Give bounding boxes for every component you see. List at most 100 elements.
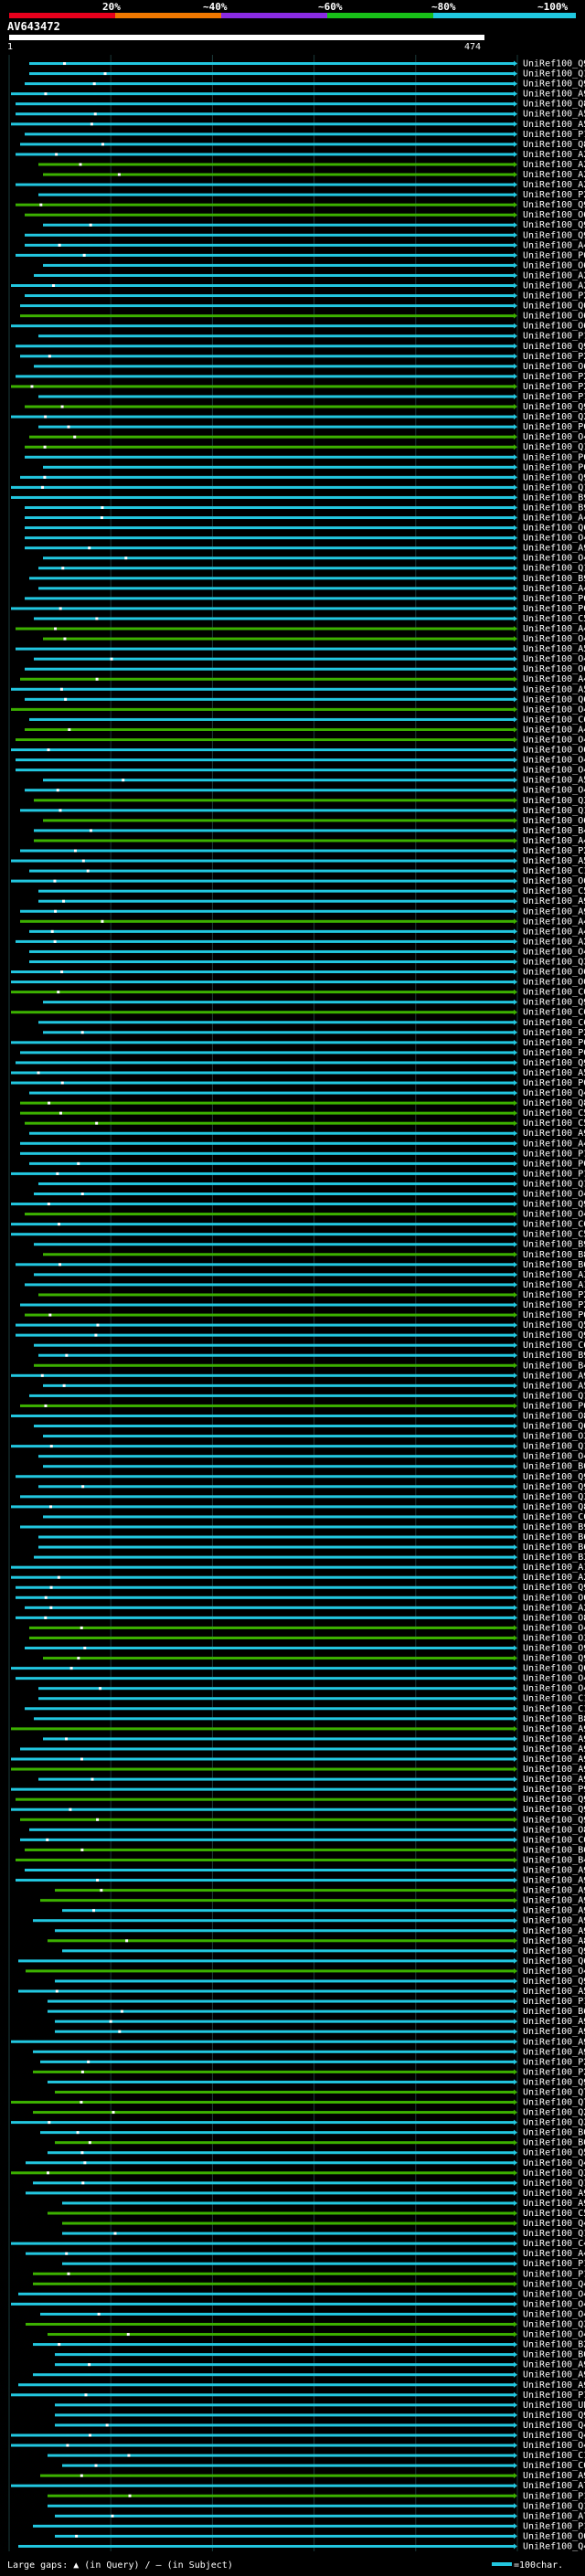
alignment-row[interactable]: UniRef100_O40934 — [38, 1684, 585, 1694]
row-label[interactable]: UniRef100_Q4VVC2 — [523, 2219, 585, 2229]
row-label[interactable]: UniRef100_O84TM7 — [523, 1825, 585, 1835]
alignment-row[interactable]: UniRef100_A9NMU8 — [55, 1926, 585, 1936]
alignment-row[interactable]: UniRef100_A9N6Q9 — [18, 2380, 585, 2390]
row-label[interactable]: UniRef100_A5JCU4 — [523, 1381, 585, 1391]
alignment-row[interactable]: UniRef100_Q10HD0 — [29, 1391, 585, 1401]
alignment-row[interactable]: UniRef100_Q461R4 — [26, 2158, 585, 2168]
row-label[interactable]: UniRef100_A2SY44 — [523, 281, 585, 292]
alignment-row[interactable]: UniRef100_P27490 — [20, 1300, 585, 1310]
alignment-row[interactable]: UniRef100_A9PFW7 — [20, 1744, 585, 1754]
alignment-row[interactable]: UniRef100_Q9XWP4 — [55, 1977, 585, 1987]
alignment-row[interactable]: UniRef100_Q4VV82 — [55, 2421, 585, 2431]
row-label[interactable]: UniRef100_A7Q0V3 — [523, 2481, 585, 2491]
row-label[interactable]: UniRef100_A2SY45 — [523, 270, 585, 281]
alignment-row[interactable]: UniRef100_A9FT69 — [55, 2360, 585, 2370]
alignment-row[interactable]: UniRef100_O40395 — [18, 2289, 585, 2299]
row-label[interactable]: UniRef100_Q7E5P6 — [523, 2087, 585, 2097]
alignment-row[interactable]: UniRef100_O41421 — [43, 554, 585, 564]
row-label[interactable]: UniRef100_Q1EP45 — [523, 806, 585, 816]
alignment-row[interactable]: UniRef100_B9S155 — [25, 503, 585, 513]
row-label[interactable]: UniRef100_A4GPL1 — [523, 240, 585, 250]
row-label[interactable]: UniRef100_Q461R4 — [523, 2158, 585, 2168]
alignment-row[interactable]: UniRef100_Q5PYQ1 — [48, 2148, 585, 2158]
alignment-row[interactable]: UniRef100_A5C4U9 — [43, 776, 585, 786]
row-label[interactable]: UniRef100_B9SF47 — [523, 493, 585, 503]
alignment-row[interactable]: UniRef100_P27497 — [43, 1028, 585, 1038]
alignment-row[interactable]: UniRef100_Q4VV59 — [33, 2279, 585, 2289]
alignment-row[interactable]: UniRef100_C6TCL1 — [38, 1018, 585, 1028]
alignment-row[interactable]: UniRef100_Q677M3 — [25, 694, 585, 705]
alignment-row[interactable]: UniRef100_A5A556 — [18, 1987, 585, 1997]
row-label[interactable]: UniRef100_Q36713 — [523, 2319, 585, 2329]
row-label[interactable]: UniRef100_P27496 — [523, 352, 585, 362]
alignment-row[interactable]: UniRef100_A2SY34 — [25, 1603, 585, 1613]
alignment-row[interactable]: UniRef100_A9PJS3 — [29, 1129, 585, 1139]
row-label[interactable]: UniRef100_A9PHD4 — [523, 896, 585, 906]
row-label[interactable]: UniRef100_P27490 — [523, 1300, 585, 1310]
row-label[interactable]: UniRef100_P04779 — [523, 1048, 585, 1058]
row-label[interactable]: UniRef100_O82P93 — [523, 1613, 585, 1623]
row-label[interactable]: UniRef100_Q8VZ87 — [523, 1098, 585, 1108]
alignment-row[interactable]: UniRef100_B9SF47 — [11, 493, 585, 503]
row-label[interactable]: UniRef100_A9S657 — [523, 2370, 585, 2380]
alignment-row[interactable]: UniRef100_A9NRK2 — [62, 1906, 585, 1916]
alignment-row[interactable]: UniRef100_P22686 — [38, 190, 585, 200]
alignment-row[interactable]: UniRef100_A9Z270 — [11, 90, 585, 100]
alignment-row[interactable]: UniRef100_A9NLD5 — [40, 2471, 585, 2481]
alignment-row[interactable]: UniRef100_C0PA04 — [43, 1512, 585, 1522]
row-label[interactable]: UniRef100_Q9M600 — [523, 1058, 585, 1068]
row-label[interactable]: UniRef100_A5ZYG3 — [523, 684, 585, 694]
row-label[interactable]: UniRef100_A9NLI2 — [523, 2037, 585, 2047]
row-label[interactable]: UniRef100_B9S155 — [523, 503, 585, 513]
row-label[interactable]: UniRef100_P12332 — [523, 2269, 585, 2279]
alignment-row[interactable]: UniRef100_Q7E5P6 — [55, 2087, 585, 2097]
alignment-row[interactable]: UniRef100_B4G143 — [16, 1855, 585, 1865]
row-label[interactable]: UniRef100_A1XK07 — [523, 1563, 585, 1573]
alignment-row[interactable]: UniRef100_A5I287 — [11, 120, 585, 130]
row-label[interactable]: UniRef100_O40694 — [523, 947, 585, 957]
alignment-row[interactable]: UniRef100_P15195 — [62, 2259, 585, 2269]
row-label[interactable]: UniRef100_P09756 — [523, 1038, 585, 1048]
row-label[interactable]: UniRef100_P14273 — [523, 130, 585, 140]
row-label[interactable]: UniRef100_Q9LKH9 — [523, 1654, 585, 1664]
alignment-row[interactable]: UniRef100_O64447 — [25, 210, 585, 220]
row-label[interactable]: UniRef100_P12333 — [523, 1149, 585, 1159]
row-label[interactable]: UniRef100_O39942 — [523, 1432, 585, 1442]
alignment-row[interactable]: UniRef100_O8L634 — [11, 1411, 585, 1421]
row-label[interactable]: UniRef100_Q6L3I1 — [523, 1956, 585, 1966]
alignment-row[interactable]: UniRef100_A5ZYG3 — [11, 684, 585, 694]
alignment-row[interactable]: UniRef100_Q4VV47 — [18, 2541, 585, 2551]
row-label[interactable]: UniRef100_Q9YVG3 — [523, 1200, 585, 1210]
alignment-row[interactable]: UniRef100_Q9ZSV2 — [16, 342, 585, 352]
alignment-row[interactable]: UniRef100_Q9ZSJ4 — [25, 402, 585, 412]
row-label[interactable]: UniRef100_A5ZYH1 — [523, 856, 585, 866]
alignment-row[interactable]: UniRef100_O64443 — [43, 816, 585, 826]
alignment-row[interactable]: UniRef100_P27494 — [33, 2067, 585, 2077]
alignment-row[interactable]: UniRef100_A9NL88 — [38, 1775, 585, 1785]
row-label[interactable]: UniRef100_A9PZL9 — [523, 1886, 585, 1896]
row-label[interactable]: UniRef100_O64444 — [523, 968, 585, 978]
row-label[interactable]: UniRef100_A5A556 — [523, 1987, 585, 1997]
row-label[interactable]: UniRef100_A5BP62 — [523, 1068, 585, 1078]
alignment-row[interactable]: UniRef100_A9NAW9 — [62, 2199, 585, 2209]
row-label[interactable]: UniRef100_A4GPJ4 — [523, 927, 585, 937]
row-label[interactable]: UniRef100_Q1H179 — [523, 564, 585, 574]
alignment-row[interactable]: UniRef100_Q9SQB3 — [16, 1583, 585, 1593]
row-label[interactable]: UniRef100_A9NLD5 — [523, 2471, 585, 2481]
alignment-row[interactable]: UniRef100_Q93WL4 — [29, 59, 585, 69]
row-label[interactable]: UniRef100_C0PQF4 — [523, 2461, 585, 2471]
alignment-row[interactable]: UniRef100_P07369 — [16, 250, 585, 260]
row-label[interactable]: UniRef100_Q4VV59 — [523, 2279, 585, 2289]
alignment-row[interactable]: UniRef100_P04778 — [11, 1078, 585, 1088]
row-label[interactable]: UniRef100_A9P002 — [523, 1876, 585, 1886]
alignment-row[interactable]: UniRef100_C5YTW1 — [48, 2209, 585, 2219]
row-label[interactable]: UniRef100_Q8S3T8 — [523, 100, 585, 110]
row-label[interactable]: UniRef100_A4GPK4 — [523, 836, 585, 846]
row-label[interactable]: UniRef100_Q9SRR7 — [523, 1815, 585, 1825]
alignment-row[interactable]: UniRef100_P27498 — [40, 2057, 585, 2067]
row-label[interactable]: UniRef100_C5YTW1 — [523, 2209, 585, 2219]
row-label[interactable]: UniRef100_C5ZQ03 — [523, 1108, 585, 1118]
row-label[interactable]: UniRef100_A4GPK7 — [523, 725, 585, 735]
alignment-row[interactable]: UniRef100_O82P93 — [16, 1613, 585, 1623]
alignment-row[interactable]: UniRef100_P27517 — [38, 1290, 585, 1300]
